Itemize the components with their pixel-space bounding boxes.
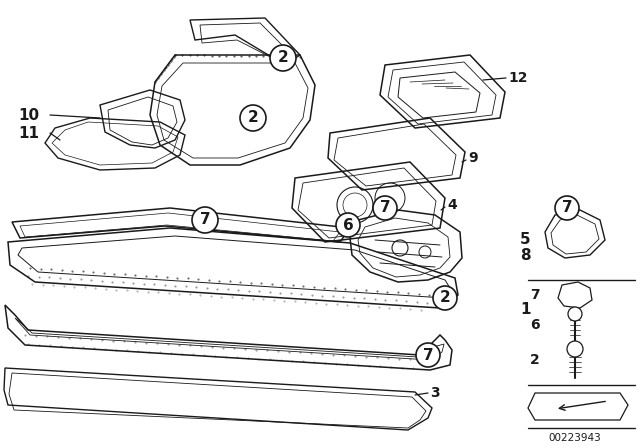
Circle shape (568, 307, 582, 321)
Text: 7: 7 (380, 201, 390, 215)
Circle shape (270, 45, 296, 71)
Text: 2: 2 (440, 290, 451, 306)
Circle shape (555, 196, 579, 220)
Circle shape (373, 196, 397, 220)
Text: 3: 3 (430, 386, 440, 400)
Text: 00223943: 00223943 (548, 433, 601, 443)
Text: 11: 11 (18, 125, 39, 141)
Circle shape (416, 343, 440, 367)
Text: 12: 12 (508, 71, 527, 85)
Circle shape (567, 341, 583, 357)
Text: 7: 7 (562, 201, 572, 215)
Text: 5: 5 (520, 233, 531, 247)
Text: 2: 2 (248, 111, 259, 125)
Text: 7: 7 (200, 212, 211, 228)
Text: 2: 2 (278, 51, 289, 65)
Text: 2: 2 (530, 353, 540, 367)
Circle shape (240, 105, 266, 131)
Text: 6: 6 (530, 318, 540, 332)
Text: 8: 8 (520, 247, 531, 263)
Text: 7: 7 (422, 348, 433, 362)
Text: 10: 10 (18, 108, 39, 122)
Circle shape (433, 286, 457, 310)
Text: 4: 4 (447, 198, 457, 212)
Circle shape (192, 207, 218, 233)
Text: 7: 7 (530, 288, 540, 302)
Text: 1: 1 (520, 302, 531, 318)
Text: 6: 6 (342, 217, 353, 233)
Text: 9: 9 (468, 151, 477, 165)
Circle shape (336, 213, 360, 237)
